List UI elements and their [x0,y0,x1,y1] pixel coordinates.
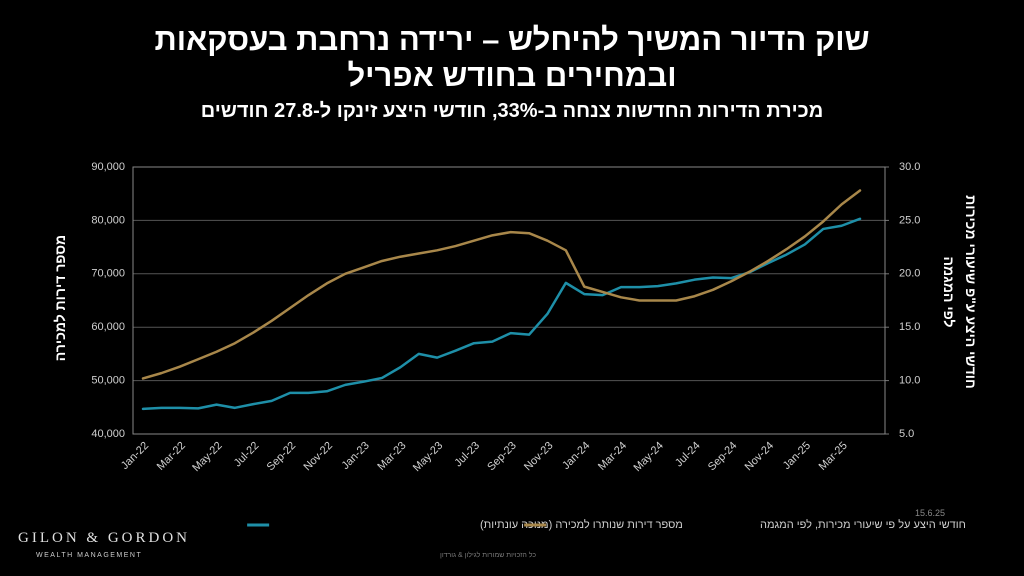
plot-frame [132,166,886,435]
x-tick-label: Jan-25 [781,440,813,472]
logo: GILON & GORDON [18,530,190,546]
x-tick-label: May-23 [411,440,445,474]
x-tick-label: Nov-22 [301,440,335,474]
y-tick-label: 40,000 [91,428,125,440]
y2-tick-label: 15.0 [899,321,920,333]
y2-tick-label: 5.0 [899,428,914,440]
y-tick-label: 60,000 [91,321,125,333]
x-tick-label: Sep-23 [485,440,519,474]
x-tick-label: Jul-23 [452,440,482,470]
x-tick-label: Mar-24 [596,440,629,473]
x-tick-label: Jan-24 [560,440,592,472]
y-tick-label: 80,000 [91,214,125,226]
x-tick-label: Mar-23 [375,440,408,473]
x-tick-label: Jul-24 [673,440,703,470]
y-tick-label: 50,000 [91,375,125,387]
chart-title: שוק הדיור המשיך להיחלש – ירידה נרחבת בעס… [154,22,870,93]
y2-tick-label: 25.0 [899,214,920,226]
y2-tick-label: 20.0 [899,268,920,280]
y2-tick-label: 10.0 [899,375,920,387]
x-tick-label: Mar-25 [817,440,850,473]
x-tick-label: Nov-24 [743,440,777,474]
date: 15.6.25 [915,508,946,518]
x-tick-label: Jan-23 [340,440,372,472]
logo-subtitle: WEALTH MANAGEMENT [36,552,143,559]
x-tick-label: Sep-22 [265,440,299,474]
chart-subtitle: מכירת הדירות החדשות צנחה ב-33%, חודשי הי… [200,100,824,122]
data-line [141,189,862,380]
x-tick-label: May-22 [190,440,224,474]
y2-tick-label: 30.0 [899,161,920,173]
y-tick-label: 90,000 [91,161,125,173]
x-tick-label: Jan-22 [119,440,151,472]
y-tick-label: 70,000 [91,268,125,280]
x-tick-label: Sep-24 [706,440,740,474]
x-tick-label: May-24 [632,440,666,474]
x-tick-label: Jul-22 [232,440,262,470]
legend-label: מספר דירות שנותרו למכירה (מנוכה עונתיות) [480,518,683,531]
x-tick-label: Mar-22 [155,440,188,473]
footer: כל הזכויות שמורות לגילון & גורדון [440,552,537,559]
x-tick-label: Nov-23 [522,440,556,474]
legend-label: חודשי היצע על פי שיעורי מכירות, לפי המגמ… [760,518,966,531]
